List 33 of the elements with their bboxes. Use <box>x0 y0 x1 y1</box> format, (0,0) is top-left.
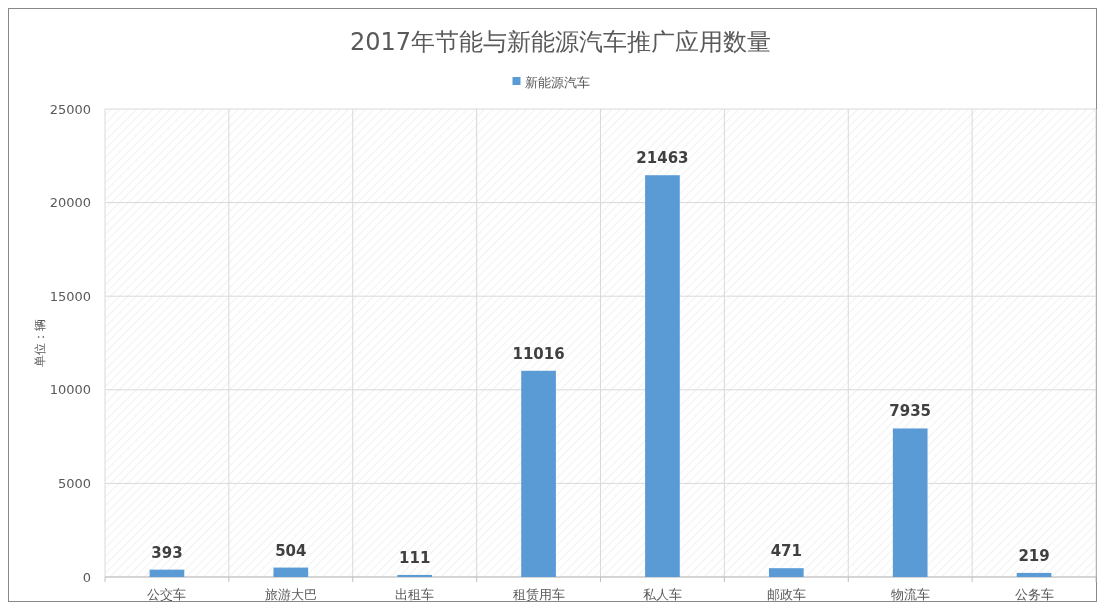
x-tick-label: 物流车 <box>890 587 930 602</box>
x-tick-label: 公务车 <box>1014 587 1054 602</box>
data-label: 504 <box>275 541 307 560</box>
data-label: 393 <box>151 543 183 562</box>
bar <box>149 569 185 577</box>
y-tick-label: 20000 <box>49 195 91 211</box>
legend-label: 新能源汽车 <box>524 74 590 90</box>
y-tick-label: 0 <box>82 569 91 585</box>
data-label: 21463 <box>636 149 689 168</box>
bar <box>397 574 433 577</box>
data-label: 219 <box>1018 546 1050 565</box>
bar <box>645 175 680 577</box>
y-tick-label: 5000 <box>57 475 91 491</box>
x-tick-label: 公交车 <box>147 587 187 602</box>
bar <box>768 568 804 577</box>
y-tick-label: 15000 <box>49 288 91 304</box>
bar <box>1016 572 1052 577</box>
bar <box>273 567 309 577</box>
x-tick-label: 邮政车 <box>766 587 806 602</box>
data-label: 111 <box>399 548 431 567</box>
y-axis-title: 单位：辆 <box>33 319 47 367</box>
chart-title: 2017年节能与新能源汽车推广应用数量 <box>349 28 772 56</box>
x-tick-label: 出租车 <box>395 587 435 602</box>
data-label: 471 <box>770 542 802 561</box>
bar <box>892 428 928 577</box>
bar <box>521 370 556 577</box>
data-label: 11016 <box>512 344 565 363</box>
x-tick-label: 旅游大巴 <box>264 587 317 602</box>
x-tick-label: 租赁用车 <box>512 587 565 602</box>
x-tick-label: 私人车 <box>642 587 682 602</box>
data-label: 7935 <box>889 402 932 421</box>
y-tick-label: 25000 <box>49 101 91 117</box>
y-tick-label: 10000 <box>49 382 91 398</box>
